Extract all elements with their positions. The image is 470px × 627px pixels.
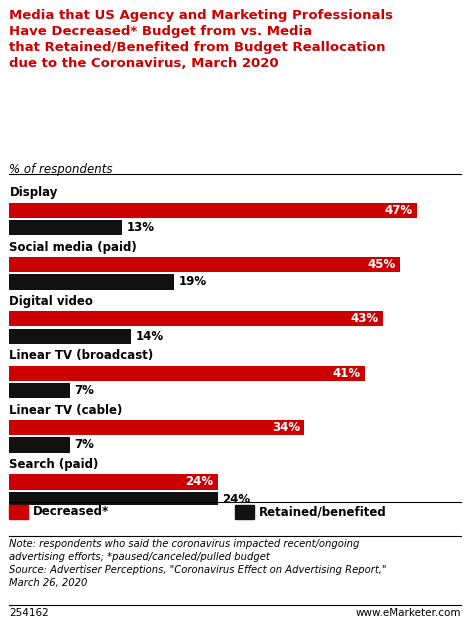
Text: Social media (paid): Social media (paid) (9, 241, 137, 254)
Text: Linear TV (cable): Linear TV (cable) (9, 404, 123, 417)
Text: 43%: 43% (350, 312, 378, 325)
Text: www.eMarketer.com: www.eMarketer.com (355, 608, 461, 618)
Bar (9, 438, 70, 453)
Bar (9, 420, 305, 435)
Text: 41%: 41% (333, 367, 361, 380)
Text: Linear TV (broadcast): Linear TV (broadcast) (9, 349, 154, 362)
Text: Display: Display (9, 186, 58, 199)
Bar (9, 492, 218, 507)
Bar (9, 275, 174, 290)
Text: 24%: 24% (185, 475, 213, 488)
Bar (9, 474, 218, 490)
Text: 254162: 254162 (9, 608, 49, 618)
Text: Note: respondents who said the coronavirus impacted recent/ongoing
advertising e: Note: respondents who said the coronavir… (9, 539, 387, 587)
Text: 47%: 47% (385, 204, 413, 217)
Bar (9, 383, 70, 398)
Text: 34%: 34% (272, 421, 300, 434)
Text: Search (paid): Search (paid) (9, 458, 99, 471)
Bar (9, 257, 400, 272)
Bar (9, 329, 131, 344)
Text: Decreased*: Decreased* (33, 505, 109, 518)
Text: 7%: 7% (74, 384, 94, 397)
Text: Retained/benefited: Retained/benefited (258, 505, 386, 518)
Text: 13%: 13% (126, 221, 155, 234)
Text: 14%: 14% (135, 330, 164, 343)
Text: Media that US Agency and Marketing Professionals
Have Decreased* Budget from vs.: Media that US Agency and Marketing Profe… (9, 9, 393, 70)
Text: 45%: 45% (367, 258, 396, 271)
Text: 19%: 19% (179, 275, 207, 288)
Text: 24%: 24% (222, 493, 250, 506)
Bar (9, 366, 365, 381)
Text: Digital video: Digital video (9, 295, 93, 308)
Bar (9, 203, 417, 218)
Text: % of respondents: % of respondents (9, 163, 113, 176)
Text: 7%: 7% (74, 438, 94, 451)
Bar (9, 220, 122, 235)
Bar (9, 311, 383, 327)
